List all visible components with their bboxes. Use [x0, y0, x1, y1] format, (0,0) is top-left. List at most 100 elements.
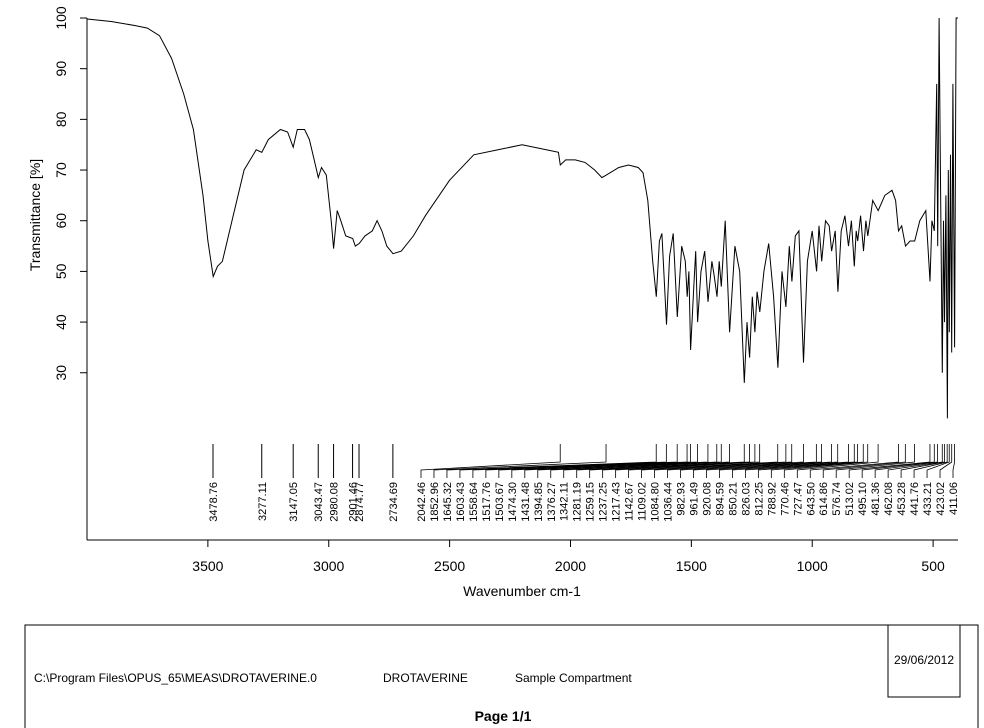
peak-label: 727.47 [792, 482, 804, 516]
x-tick-label: 2500 [434, 558, 465, 574]
y-tick-label: 70 [53, 162, 69, 178]
peak-label: 462.08 [883, 482, 895, 516]
peak-label: 411.06 [948, 482, 960, 515]
y-tick-label: 100 [53, 6, 69, 30]
peak-tick [900, 444, 945, 478]
peak-label: 1517.76 [481, 482, 493, 522]
y-tick-label: 30 [53, 365, 69, 381]
peak-tick [667, 444, 804, 478]
x-axis-label: Wavenumber cm-1 [463, 583, 581, 599]
peak-label: 2901.46 [348, 482, 360, 522]
peak-label: 433.21 [922, 482, 934, 516]
peak-label: 614.86 [818, 482, 830, 516]
peak-label: 1645.32 [442, 482, 454, 522]
peak-label: 1259.15 [585, 482, 597, 522]
peak-tick [433, 444, 607, 478]
peak-tick [446, 444, 657, 478]
peak-tick [796, 444, 879, 478]
peak-label: 850.21 [727, 482, 739, 516]
peak-label: 1036.44 [663, 482, 675, 522]
peak-tick [589, 444, 750, 478]
peak-tick [550, 444, 722, 478]
peak-label: 1342.11 [559, 482, 571, 521]
peak-label: 423.02 [935, 482, 947, 516]
peak-label: 1431.48 [520, 482, 532, 522]
peak-label: 1558.64 [468, 482, 480, 522]
peak-label: 788.92 [766, 482, 778, 516]
peak-tick [485, 444, 688, 478]
x-tick-label: 1000 [797, 558, 828, 574]
peak-tick [822, 444, 906, 478]
y-tick-label: 60 [53, 213, 69, 229]
peak-tick [783, 444, 869, 478]
peak-label: 1142.67 [624, 482, 636, 521]
peak-label: 1376.27 [546, 482, 558, 522]
peak-label: 1503.67 [494, 482, 506, 522]
x-tick-label: 2000 [555, 558, 586, 574]
peak-tick [719, 444, 839, 478]
peak-tick [498, 444, 691, 478]
peak-tick [848, 444, 931, 478]
y-tick-label: 80 [53, 111, 69, 127]
peak-label: 982.93 [676, 482, 688, 516]
y-tick-label: 40 [53, 314, 69, 330]
peak-label: 961.49 [688, 482, 700, 516]
peak-label: 2042.46 [416, 482, 428, 522]
footer-compartment: Sample Compartment [515, 671, 632, 685]
peak-tick [693, 444, 822, 478]
peak-tick [926, 444, 950, 478]
peak-tick [861, 444, 935, 478]
peak-tick [511, 444, 698, 478]
peak-label: 1474.30 [507, 482, 519, 522]
peak-tick [732, 444, 849, 478]
peak-tick [744, 444, 855, 478]
peak-tick [887, 444, 943, 478]
peak-label: 770.46 [779, 482, 791, 516]
peak-label: 3478.76 [208, 482, 220, 522]
peak-tick [472, 444, 678, 478]
peak-tick [537, 444, 718, 478]
peak-tick [420, 444, 561, 478]
peak-tick [835, 444, 915, 478]
peak-tick [913, 444, 948, 478]
peak-label: 453.28 [896, 482, 908, 516]
peak-tick [459, 444, 667, 478]
peak-label: 513.02 [844, 482, 856, 516]
peak-label: 2734.69 [388, 482, 400, 522]
peak-label: 1603.43 [455, 482, 467, 522]
peak-tick [874, 444, 939, 478]
peak-label: 576.74 [831, 482, 843, 516]
peak-label: 3277.11 [257, 482, 269, 521]
peak-label: 3043.47 [313, 482, 325, 522]
peak-label: 1852.96 [429, 482, 441, 522]
peak-label: 894.59 [714, 482, 726, 516]
x-tick-label: 500 [921, 558, 945, 574]
peak-label: 643.50 [805, 482, 817, 516]
peak-label: 495.10 [857, 482, 869, 516]
peak-tick [680, 444, 817, 478]
peak-tick [757, 444, 859, 478]
peak-label: 1237.25 [598, 482, 610, 522]
peak-label: 1217.43 [611, 482, 623, 522]
spectrum-line [86, 17, 958, 419]
y-tick-label: 50 [53, 263, 69, 279]
peak-tick [615, 444, 761, 478]
y-tick-label: 90 [53, 61, 69, 77]
peak-tick [641, 444, 787, 478]
peak-tick [654, 444, 793, 478]
peak-label: 1084.80 [650, 482, 662, 522]
y-axis-label: Transmittance [%] [27, 159, 43, 271]
peak-tick [524, 444, 709, 478]
footer-path: C:\Program Files\OPUS_65\MEAS\DROTAVERIN… [34, 671, 317, 685]
peak-tick [576, 444, 745, 478]
peak-tick [628, 444, 779, 478]
x-tick-label: 1500 [676, 558, 707, 574]
footer-box [24, 624, 979, 728]
peak-label: 481.36 [870, 482, 882, 516]
peak-tick [602, 444, 756, 478]
peak-label: 812.25 [753, 482, 765, 516]
peak-tick [770, 444, 864, 478]
peak-label: 1281.19 [572, 482, 584, 522]
footer-date: 29/06/2012 [894, 653, 954, 667]
